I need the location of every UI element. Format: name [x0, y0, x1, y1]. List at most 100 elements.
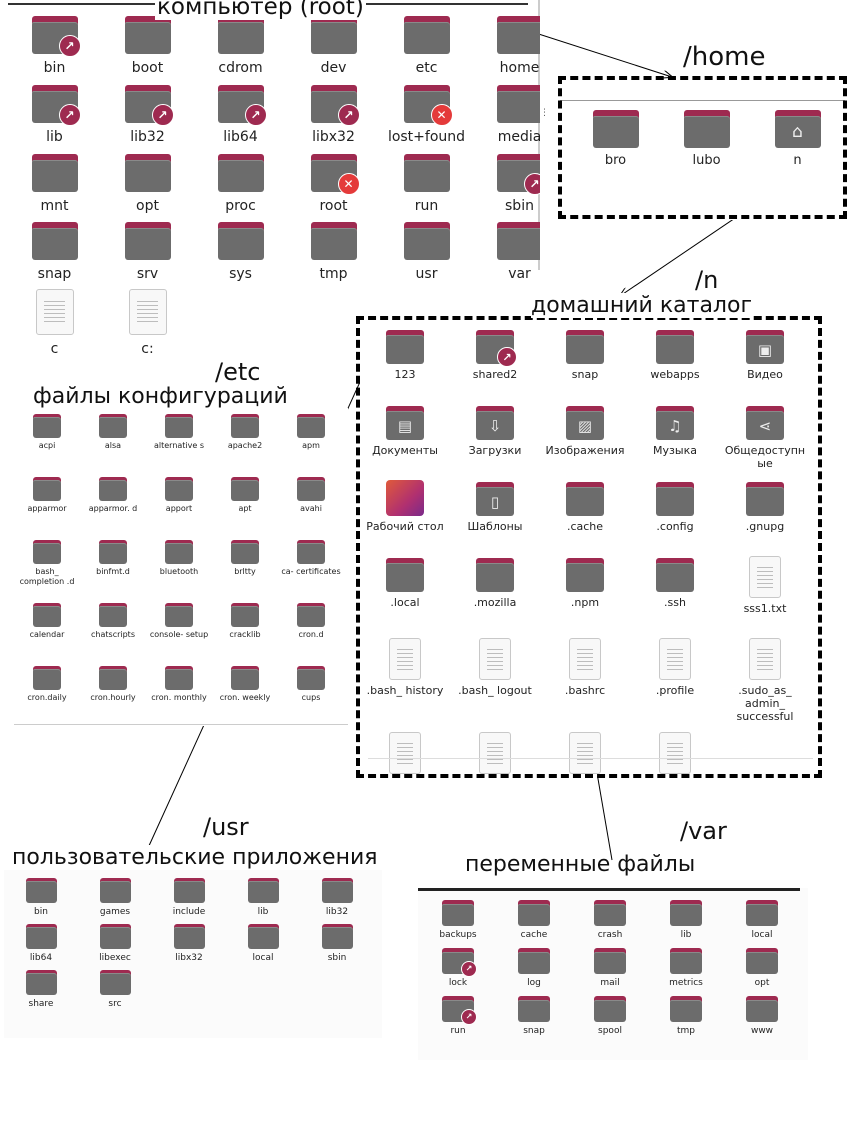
etc-item-brltty[interactable]: brltty: [212, 538, 278, 595]
n-item-музыка[interactable]: ♫ Музыка: [630, 404, 720, 472]
usr-item-lib64[interactable]: lib64: [4, 922, 78, 964]
etc-item-apache2[interactable]: apache2: [212, 412, 278, 469]
n-item-загрузки[interactable]: ⇩ Загрузки: [450, 404, 540, 472]
n-item-cache[interactable]: .cache: [540, 480, 630, 548]
etc-item-apm[interactable]: apm: [278, 412, 344, 469]
usr-item-lib[interactable]: lib: [226, 876, 300, 918]
root-item-lost-found[interactable]: ✕ lost+found: [380, 83, 473, 146]
root-item-mnt[interactable]: mnt: [8, 152, 101, 215]
etc-item-calendar[interactable]: calendar: [14, 601, 80, 658]
usr-item-src[interactable]: src: [78, 968, 152, 1010]
usr-item-libexec[interactable]: libexec: [78, 922, 152, 964]
n-item-profile[interactable]: .profile: [630, 638, 720, 724]
n-item-gnupg[interactable]: .gnupg: [720, 480, 810, 548]
n-item-видео[interactable]: ▣ Видео: [720, 328, 810, 396]
usr-item-include[interactable]: include: [152, 876, 226, 918]
n-item-bashrc[interactable]: .bashrc: [540, 638, 630, 724]
root-item-c[interactable]: c:: [101, 289, 194, 358]
usr-item-lib32[interactable]: lib32: [300, 876, 374, 918]
home-item-bro[interactable]: bro: [570, 108, 661, 169]
etc-item-binfmt-d[interactable]: binfmt.d: [80, 538, 146, 595]
n-item-рабочий-стол[interactable]: Рабочий стол: [360, 480, 450, 548]
etc-item-bash-completion-d[interactable]: bash_ completion .d: [14, 538, 80, 595]
etc-item-cron-d[interactable]: cron.d: [278, 601, 344, 658]
etc-item-console-setup[interactable]: console- setup: [146, 601, 212, 658]
var-item-opt[interactable]: opt: [724, 946, 800, 992]
var-item-lock[interactable]: ↗ lock: [420, 946, 496, 992]
etc-item-apport[interactable]: apport: [146, 475, 212, 532]
root-item-snap[interactable]: snap: [8, 220, 101, 283]
n-item-123[interactable]: 123: [360, 328, 450, 396]
etc-item-cron-hourly[interactable]: cron.hourly: [80, 664, 146, 721]
root-item-cdrom[interactable]: cdrom: [194, 14, 287, 77]
etc-item-apt[interactable]: apt: [212, 475, 278, 532]
var-item-crash[interactable]: crash: [572, 898, 648, 944]
etc-item-cron-monthly[interactable]: cron. monthly: [146, 664, 212, 721]
etc-item-cron-daily[interactable]: cron.daily: [14, 664, 80, 721]
root-item-root[interactable]: ✕ root: [287, 152, 380, 215]
etc-item-cracklib[interactable]: cracklib: [212, 601, 278, 658]
var-item-lib[interactable]: lib: [648, 898, 724, 944]
root-item-lib64[interactable]: ↗ lib64: [194, 83, 287, 146]
home-handle-icon[interactable]: ⋮: [540, 108, 549, 118]
n-item-vboxclient-display-pid[interactable]: .vboxclient-display.pid: [450, 731, 540, 776]
usr-item-libx32[interactable]: libx32: [152, 922, 226, 964]
var-item-snap[interactable]: snap: [496, 994, 572, 1040]
root-item-lib[interactable]: ↗ lib: [8, 83, 101, 146]
root-item-boot[interactable]: boot: [101, 14, 194, 77]
root-item-var[interactable]: var: [473, 220, 540, 283]
var-item-tmp[interactable]: tmp: [648, 994, 724, 1040]
root-item-dev[interactable]: dev: [287, 14, 380, 77]
n-item-sudo-as-admin-successful[interactable]: .sudo_as_ admin_ successful: [720, 638, 810, 724]
n-item-sss1-txt[interactable]: sss1.txt: [720, 556, 810, 630]
n-item-шаблоны[interactable]: ▯ Шаблоны: [450, 480, 540, 548]
n-item-изображения[interactable]: ▨ Изображения: [540, 404, 630, 472]
n-item-npm[interactable]: .npm: [540, 556, 630, 630]
root-item-home[interactable]: home: [473, 14, 540, 77]
root-scrollbar[interactable]: [538, 0, 540, 270]
etc-item-cron-weekly[interactable]: cron. weekly: [212, 664, 278, 721]
var-item-local[interactable]: local: [724, 898, 800, 944]
etc-item-alsa[interactable]: alsa: [80, 412, 146, 469]
usr-item-games[interactable]: games: [78, 876, 152, 918]
home-item-n[interactable]: ⌂ n: [752, 108, 843, 169]
etc-item-ca-certificates[interactable]: ca- certificates: [278, 538, 344, 595]
etc-item-avahi[interactable]: avahi: [278, 475, 344, 532]
n-item-local[interactable]: .local: [360, 556, 450, 630]
n-item-bash-history[interactable]: .bash_ history: [360, 638, 450, 724]
n-item-vboxclient-draganddr[interactable]: .vboxclient-draganddr: [540, 731, 630, 776]
root-item-sys[interactable]: sys: [194, 220, 287, 283]
var-item-run[interactable]: ↗ run: [420, 994, 496, 1040]
etc-item-alternative-s[interactable]: alternative s: [146, 412, 212, 469]
usr-item-local[interactable]: local: [226, 922, 300, 964]
usr-item-share[interactable]: share: [4, 968, 78, 1010]
etc-item-chatscripts[interactable]: chatscripts: [80, 601, 146, 658]
root-item-lib32[interactable]: ↗ lib32: [101, 83, 194, 146]
n-item-vboxclient-seamless[interactable]: .vboxclient-seamless.: [630, 731, 720, 776]
usr-item-sbin[interactable]: sbin: [300, 922, 374, 964]
root-item-tmp[interactable]: tmp: [287, 220, 380, 283]
var-item-cache[interactable]: cache: [496, 898, 572, 944]
var-item-log[interactable]: log: [496, 946, 572, 992]
n-item-snap[interactable]: snap: [540, 328, 630, 396]
usr-item-bin[interactable]: bin: [4, 876, 78, 918]
root-item-media[interactable]: media: [473, 83, 540, 146]
root-item-sbin[interactable]: ↗ sbin: [473, 152, 540, 215]
root-item-usr[interactable]: usr: [380, 220, 473, 283]
n-item-vboxclient-clipboard[interactable]: .vboxclient-clipboard.: [360, 731, 450, 776]
root-item-c[interactable]: c: [8, 289, 101, 358]
var-item-spool[interactable]: spool: [572, 994, 648, 1040]
var-item-metrics[interactable]: metrics: [648, 946, 724, 992]
n-item-shared2[interactable]: ↗ shared2: [450, 328, 540, 396]
root-item-srv[interactable]: srv: [101, 220, 194, 283]
n-item-документы[interactable]: ▤ Документы: [360, 404, 450, 472]
root-item-bin[interactable]: ↗ bin: [8, 14, 101, 77]
n-item-bash-logout[interactable]: .bash_ logout: [450, 638, 540, 724]
var-item-mail[interactable]: mail: [572, 946, 648, 992]
n-item-общедоступные[interactable]: ⋖ Общедоступные: [720, 404, 810, 472]
var-item-backups[interactable]: backups: [420, 898, 496, 944]
etc-item-bluetooth[interactable]: bluetooth: [146, 538, 212, 595]
etc-item-cups[interactable]: cups: [278, 664, 344, 721]
root-item-run[interactable]: run: [380, 152, 473, 215]
n-item-mozilla[interactable]: .mozilla: [450, 556, 540, 630]
